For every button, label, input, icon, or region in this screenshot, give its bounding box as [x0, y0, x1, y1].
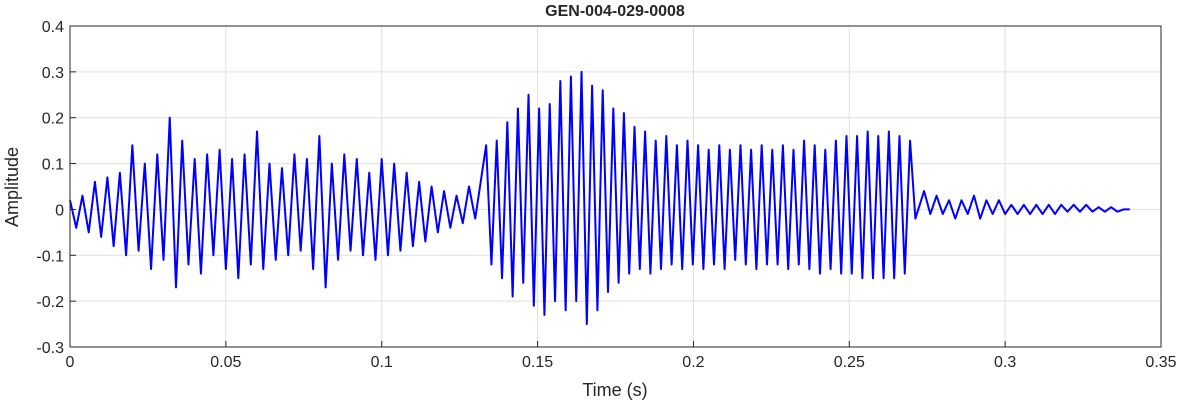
x-tick-label: 0	[66, 354, 75, 371]
chart-title: GEN-004-029-0008	[545, 3, 685, 20]
x-tick-label: 0.3	[994, 354, 1016, 371]
y-tick-label: 0.4	[42, 19, 64, 36]
x-tick-label: 0.15	[522, 354, 553, 371]
x-tick-label: 0.05	[210, 354, 241, 371]
y-tick-label: -0.2	[36, 294, 64, 311]
x-tick-label: 0.25	[834, 354, 865, 371]
axes-box	[69, 25, 1162, 348]
x-tick-label: 0.2	[682, 354, 704, 371]
y-tick-label: 0.2	[42, 111, 64, 128]
y-axis-label: Amplitude	[2, 147, 22, 227]
x-tick-label: 0.35	[1145, 354, 1176, 371]
waveform	[69, 70, 1130, 326]
y-tick-label: -0.1	[36, 248, 64, 265]
x-tick-label: 0.1	[371, 354, 393, 371]
y-tick-label: 0	[55, 202, 64, 219]
y-tick-label: 0.3	[42, 65, 64, 82]
y-tick-label: 0.1	[42, 157, 64, 174]
x-axis-label: Time (s)	[582, 380, 647, 400]
y-tick-label: -0.3	[36, 340, 64, 357]
